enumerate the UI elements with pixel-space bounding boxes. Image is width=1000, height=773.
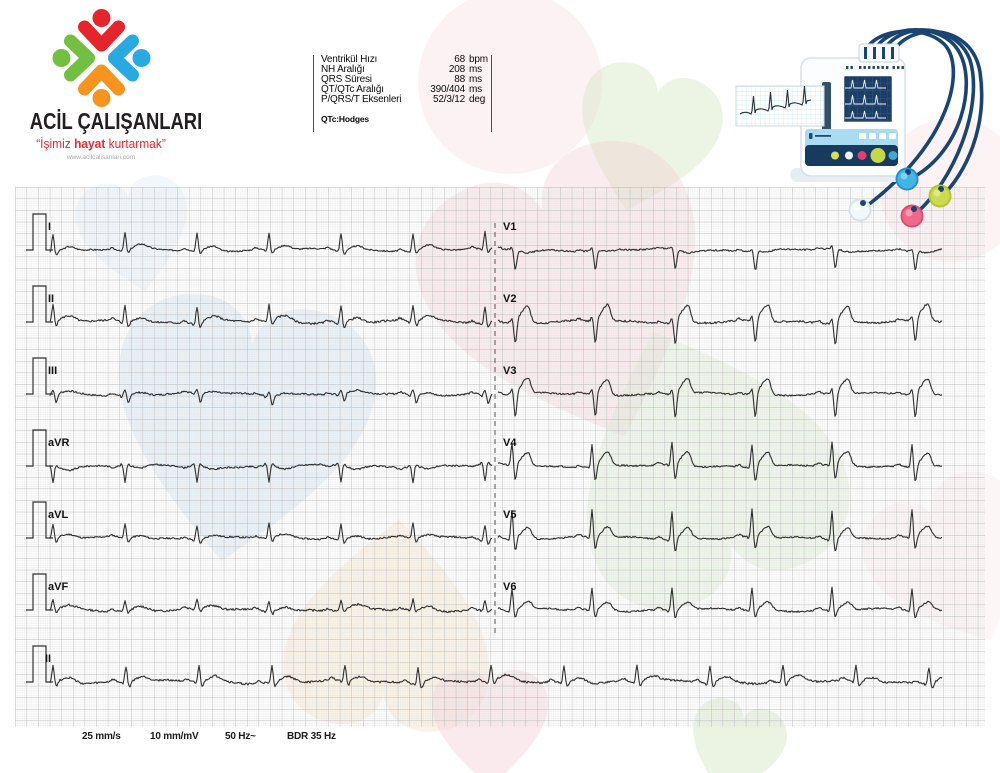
ecg-machine-illustration [735,28,984,228]
logo-person-red [77,9,125,52]
measurement-unit: ms [469,64,482,75]
panel-slot [815,135,831,137]
measurement-label: P/QRS/T Eksenleri [321,94,402,105]
lead-label-aVL: aVL [48,509,68,521]
measurement-unit: ms [469,84,482,95]
measurement-label: NH Aralığı [321,64,365,75]
measurement-label: QRS Süresi [321,74,372,85]
electrode-green [928,184,952,208]
electrode-blue [895,167,919,191]
electrode-pink [900,204,924,228]
measurement-value: 88 [454,74,465,85]
lead-label-V3: V3 [503,365,516,377]
measurement-row: NH Aralığı 208 ms [314,65,491,75]
lead-label-V5: V5 [503,509,516,521]
measurement-unit: bpm [469,54,488,65]
indicator-dots [846,66,904,69]
screen-traces [845,79,886,119]
logo-person-green [52,34,95,82]
gain: 10 mm/mV [150,731,199,742]
logo-url: www.acilcalisanlari.com [66,154,136,161]
calibration-pulse [26,213,53,251]
measurement-row: QT/QTc Aralığı 390/404 ms [314,85,491,95]
measurement-value: 52/3/12 [433,94,465,105]
ecg-trace-I [49,230,493,256]
measurement-row: Ventrikül Hızı 68 bpm [314,55,491,65]
ecg-trace-V1 [497,245,943,271]
lead-label-I: I [48,221,51,233]
lead-label-V6: V6 [503,581,516,593]
ecg-grid [15,187,985,727]
ecg-trace-V2 [497,303,942,345]
ecg-trace-V5 [497,508,943,552]
measurement-row: QRS Süresi 88 ms [314,75,491,85]
calibration-pulse [26,645,53,683]
ecg-paper-strip [735,82,831,130]
lead-label-aVR: aVR [48,437,69,449]
cable-connector [858,43,900,63]
lead-label-aVF: aVF [48,581,68,593]
ecg-trace-II [49,664,943,689]
panel-keys [859,133,896,139]
ecg-trace-aVF [49,597,493,616]
logo-person-orange [77,64,125,107]
electrodes [848,167,952,228]
machine-buttons [831,148,898,163]
calibration-pulse [26,357,53,395]
logo-mark-icon [52,9,150,107]
lead-label-V2: V2 [503,293,516,305]
qtc-formula-note: QTc:Hodges [321,114,369,124]
watermark-heart [582,62,723,211]
lead-label-II: II [48,293,54,305]
logo-person-blue [107,34,150,82]
ecg-trace-III [49,388,493,406]
ecg-trace-V4 [497,441,943,482]
measurement-label: Ventrikül Hızı [321,54,378,65]
measurement-unit: deg [469,94,486,105]
logo-tagline: “İşimiz hayat kurtarmak” [19,136,183,151]
lead-label-V1: V1 [503,221,516,233]
tagline-post: kurtarmak” [105,136,166,151]
lead-label-II: II [45,653,51,665]
measurement-row: P/QRS/T Eksenleri 52/3/12 deg [314,95,491,105]
watermark-circle [418,0,602,174]
mains-filter: 50 Hz~ [225,731,256,742]
calibration-pulse [26,429,53,467]
ecg-trace-V6 [497,586,943,619]
ecg-trace-II [49,303,493,329]
electrode-white [848,198,872,222]
ecg-trace-aVL [49,522,493,545]
tagline-bold: hayat [74,136,106,151]
measurement-unit: ms [469,74,482,85]
panel-switch [809,133,813,139]
lead-label-V4: V4 [503,437,517,449]
measurement-value: 390/404 [430,84,465,95]
measurement-value: 68 [454,54,465,65]
logo: ACİL ÇALIŞANLARI “İşimiz hayat kurtarmak… [12,6,203,161]
tagline-pre: “İşimiz [36,136,75,151]
calibration-pulse [26,573,53,611]
measurement-label: QT/QTc Aralığı [321,84,384,95]
measurements-panel: Ventrikül Hızı 68 bpm NH Aralığı 208 ms … [313,55,492,132]
logo-title: ACİL ÇALIŞANLARI [29,108,203,134]
baseline-filter: BDR 35 Hz [287,731,336,742]
calibration-pulse [26,285,53,323]
connector-pins [864,47,894,59]
measurement-value: 208 [448,64,465,75]
ecg-trace-aVR [49,461,493,484]
ecg-trace-V3 [497,377,943,418]
settings-bar: 25 mm/s 10 mm/mV 50 Hz~ BDR 35 Hz [0,731,1000,747]
paper-speed: 25 mm/s [82,731,121,742]
calibration-pulse [26,501,53,539]
lead-label-III: III [48,365,57,377]
electrode-cables [862,28,984,217]
strip-trace [739,85,812,115]
